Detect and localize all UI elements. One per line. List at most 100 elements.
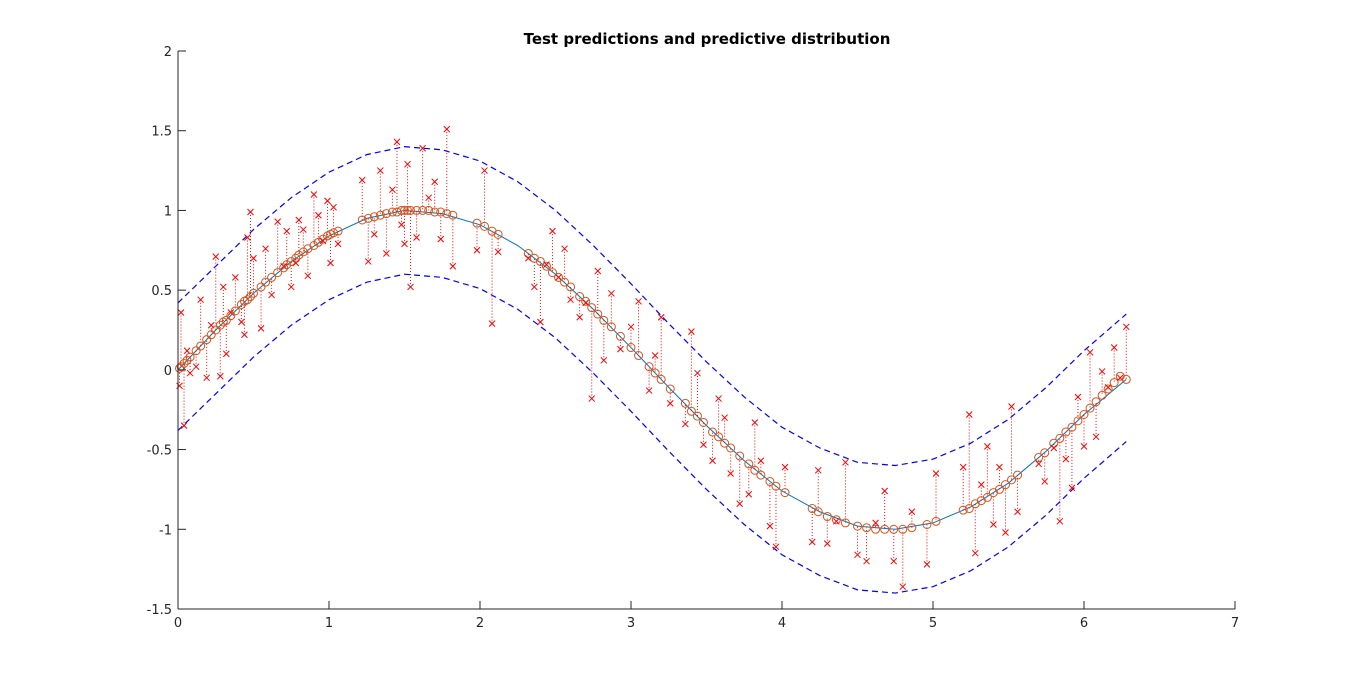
test-point-stroke	[330, 203, 337, 211]
test-point-stroke	[996, 463, 1003, 471]
test-point-stroke	[561, 245, 568, 253]
prediction-point	[735, 451, 745, 461]
prediction-point	[922, 520, 932, 530]
test-point-stroke	[854, 551, 861, 559]
prediction-point	[1073, 416, 1083, 426]
test-point-stroke	[257, 325, 265, 332]
test-point-stroke	[1035, 460, 1043, 468]
test-point	[1035, 460, 1043, 468]
prediction-point	[182, 355, 192, 365]
prediction-point	[581, 296, 591, 306]
test-point-stroke	[481, 167, 488, 174]
test-point	[635, 297, 642, 305]
test-point-stroke	[1098, 368, 1106, 375]
test-point	[772, 543, 780, 551]
test-point-stroke	[247, 208, 254, 216]
x-tick-label: 5	[929, 616, 937, 631]
prediction-point	[547, 268, 557, 278]
prediction-point	[191, 346, 201, 356]
test-point-stroke	[1041, 478, 1049, 485]
test-point	[219, 283, 227, 291]
test-point	[651, 352, 659, 359]
test-point-stroke	[555, 274, 562, 281]
test-point-stroke	[404, 160, 411, 168]
test-point	[393, 138, 401, 146]
prediction-point	[230, 306, 240, 316]
test-point-stroke	[358, 176, 366, 184]
prediction-point	[822, 512, 832, 522]
test-point	[842, 458, 849, 466]
test-point-stroke	[745, 490, 753, 498]
test-point	[549, 227, 556, 235]
test-point-stroke	[398, 221, 405, 229]
prediction-point	[889, 524, 899, 534]
prediction-point	[535, 256, 545, 266]
test-point	[872, 519, 879, 527]
test-point	[808, 538, 816, 546]
test-point-stroke	[531, 283, 538, 291]
test-point-stroke	[971, 549, 979, 557]
test-point-stroke	[965, 411, 973, 418]
test-point-stroke	[280, 262, 288, 270]
test-point	[627, 323, 635, 331]
test-point	[1014, 508, 1021, 516]
lower-bound-line	[177, 273, 1127, 594]
test-point	[186, 369, 194, 377]
test-point-stroke	[310, 191, 318, 198]
test-point	[745, 490, 753, 498]
test-point	[537, 318, 544, 326]
test-point-stroke	[274, 218, 282, 225]
prediction-point	[1085, 403, 1095, 413]
test-point	[959, 463, 967, 471]
test-point-stroke	[473, 246, 481, 254]
prediction-point	[381, 209, 391, 219]
test-point-stroke	[401, 240, 408, 248]
test-point-stroke	[608, 289, 615, 297]
test-point-stroke	[197, 296, 205, 304]
test-point-stroke	[700, 441, 707, 449]
test-point	[287, 283, 295, 291]
test-point-stroke	[688, 328, 695, 335]
test-point-stroke	[393, 138, 401, 146]
test-point	[257, 325, 265, 332]
test-point	[247, 208, 254, 216]
test-point	[977, 481, 985, 488]
test-point	[180, 422, 188, 430]
test-point	[833, 517, 840, 525]
test-point	[608, 289, 615, 297]
prediction-point	[412, 205, 422, 215]
test-point-stroke	[1062, 455, 1070, 463]
prediction-point	[267, 272, 277, 282]
chart-title: Test predictions and predictive distribu…	[524, 30, 891, 48]
test-point-stroke	[766, 522, 774, 530]
test-point-stroke	[594, 267, 602, 275]
prediction-point	[750, 465, 760, 475]
test-point-stroke	[1116, 374, 1124, 382]
prediction-point	[720, 438, 730, 448]
test-point-stroke	[292, 259, 300, 267]
test-point	[315, 211, 322, 219]
test-point-stroke	[721, 414, 728, 422]
prediction-point	[1097, 390, 1107, 400]
test-point-stroke	[207, 321, 215, 329]
prediction-point	[175, 363, 185, 373]
test-point	[561, 245, 568, 253]
prediction-point	[587, 303, 597, 313]
x-tick-label: 3	[627, 616, 635, 631]
y-tick-label: 0.5	[151, 284, 172, 299]
test-point	[250, 254, 257, 262]
test-point	[567, 296, 574, 304]
test-point	[990, 521, 997, 528]
test-point	[666, 399, 674, 407]
test-point-stroke	[537, 318, 544, 326]
test-point-stroke	[192, 363, 200, 371]
test-point	[268, 291, 275, 299]
test-point	[324, 197, 331, 205]
test-point	[890, 557, 898, 565]
prediction-point	[202, 335, 212, 345]
test-point-stroke	[842, 458, 849, 466]
prediction-point	[871, 524, 881, 534]
test-point-stroke	[635, 297, 642, 305]
test-point	[736, 500, 744, 508]
prediction-point	[593, 309, 603, 319]
